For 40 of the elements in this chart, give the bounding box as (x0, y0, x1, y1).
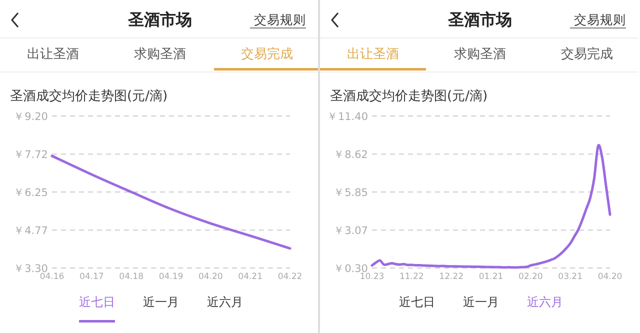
text: 圣酒市场 (127, 10, 192, 29)
x-tick-label: 01.21 (478, 272, 504, 282)
y-tick-label: ￥8.62 (334, 149, 368, 162)
text: 交易完成 (241, 46, 293, 62)
y-tick-label: ￥5.85 (334, 187, 368, 199)
y-tick-label: ￥4.77 (14, 225, 48, 238)
y-tick-label: ￥3.07 (334, 225, 368, 238)
y-tick-label: ￥9.20 (14, 111, 48, 123)
x-tick-label: 03.21 (558, 272, 583, 282)
x-tick-label: 10.23 (360, 272, 384, 282)
text: 近七日 (399, 295, 435, 309)
x-tick-label: 02.20 (518, 272, 543, 282)
x-tick-label: 04.21 (238, 272, 263, 282)
text: 近六月 (207, 295, 243, 309)
y-tick-label: ￥11.40 (326, 111, 368, 123)
text: 求购圣酒 (134, 47, 186, 62)
x-tick-label: 04.17 (79, 272, 104, 282)
y-tick-label: ￥7.72 (14, 149, 48, 162)
text: 近一月 (463, 295, 499, 309)
x-tick-label: 12.22 (439, 272, 464, 282)
x-tick-label: 04.20 (598, 272, 622, 282)
text: 近七日 (79, 295, 115, 309)
text: 近一月 (143, 295, 179, 309)
text: 交易规则 (574, 12, 626, 27)
x-tick-label: 11.22 (399, 272, 424, 282)
text: 圣酒市场 (447, 10, 512, 29)
y-tick-label: ￥6.25 (14, 187, 48, 199)
x-tick-label: 04.16 (40, 272, 64, 282)
x-tick-label: 04.20 (198, 272, 223, 282)
x-tick-label: 04.19 (158, 272, 184, 282)
text: 出让圣酒 (347, 47, 399, 62)
x-tick-label: 04.22 (278, 272, 302, 282)
text: 交易完成 (561, 46, 613, 62)
text: 近六月 (527, 295, 563, 309)
text: 交易规则 (254, 12, 306, 27)
text: 出让圣酒 (27, 47, 79, 62)
chart-title: 圣酒成交均价走势图(元/滴) (10, 88, 168, 104)
chart-title: 圣酒成交均价走势图(元/滴) (330, 88, 488, 104)
text: 求购圣酒 (454, 47, 506, 62)
x-tick-label: 04.18 (119, 272, 144, 282)
